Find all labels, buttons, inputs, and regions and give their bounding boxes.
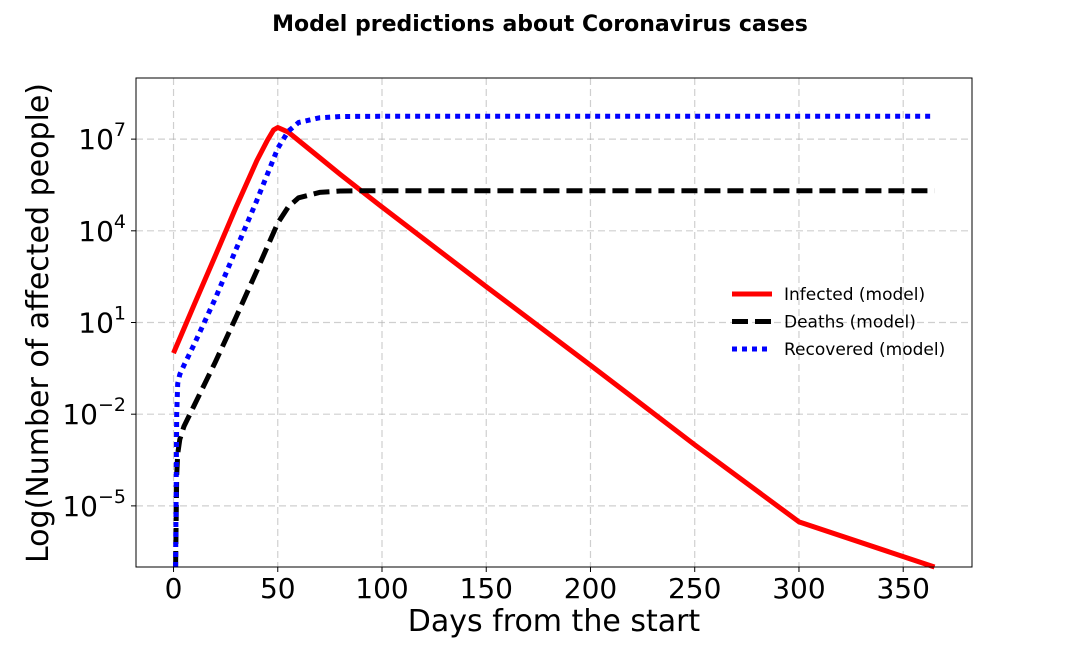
x-tick-label: 350 xyxy=(876,572,929,605)
y-tick-label: 10−5 xyxy=(62,486,126,523)
series-layer xyxy=(171,113,936,570)
x-tick-label: 0 xyxy=(165,572,183,605)
chart-title: Model predictions about Coronavirus case… xyxy=(272,12,808,37)
y-tick-label: 101 xyxy=(78,303,126,340)
legend-label: Recovered (model) xyxy=(784,340,945,360)
legend: Infected (model) Deaths (model) Recovered … xyxy=(732,285,945,360)
y-tick-label: 104 xyxy=(78,211,126,248)
legend-label: Infected (model) xyxy=(784,285,925,305)
x-tick-label: 100 xyxy=(355,572,408,605)
series-line-recovered-model xyxy=(173,113,935,568)
series-line-infected-model xyxy=(171,125,936,570)
tick-layer: 0 50 100 150 200 250 300 350 107 104 101 10−2 10−5 xyxy=(62,119,930,605)
y-tick-label: 10−2 xyxy=(62,394,126,431)
x-tick-label: 200 xyxy=(564,572,617,605)
x-axis-label: Days from the start xyxy=(408,604,701,639)
y-axis-label: Log(Number of affected people) xyxy=(21,83,56,563)
series-line-deaths-model xyxy=(173,188,935,568)
legend-label: Deaths (model) xyxy=(784,313,916,333)
x-tick-label: 300 xyxy=(772,572,825,605)
y-tick-label: 107 xyxy=(78,119,126,156)
x-tick-label: 150 xyxy=(460,572,513,605)
grid xyxy=(136,78,972,567)
x-tick-label: 50 xyxy=(260,572,296,605)
x-tick-label: 250 xyxy=(668,572,721,605)
